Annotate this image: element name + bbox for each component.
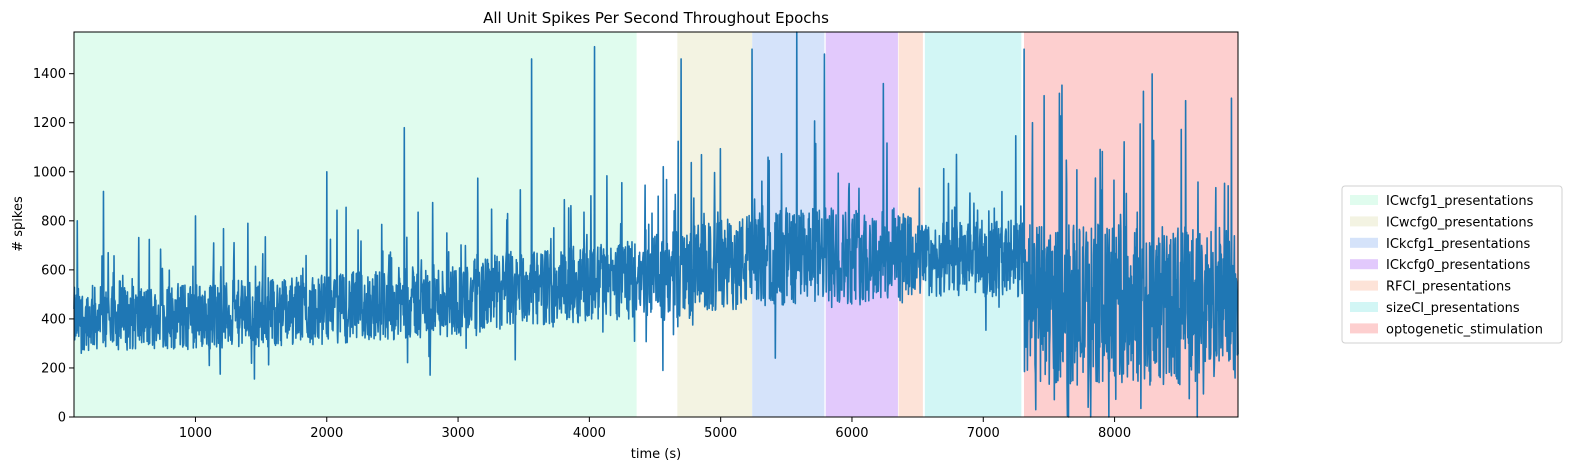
x-tick-label: 1000	[179, 426, 212, 441]
y-tick-label: 1000	[33, 165, 66, 180]
legend-frame	[1341, 185, 1563, 344]
legend-label: ICkcfg1_presentations	[1386, 237, 1530, 252]
x-tick-label: 3000	[442, 426, 475, 441]
legend-label: optogenetic_stimulation	[1386, 322, 1543, 337]
legend-label: ICwcfg0_presentations	[1386, 215, 1534, 230]
legend-swatch	[1350, 302, 1378, 312]
legend-swatch	[1350, 259, 1378, 270]
legend-label: sizeCI_presentations	[1386, 301, 1520, 316]
x-axis-label: time (s)	[631, 447, 681, 462]
y-tick-label: 1200	[33, 116, 66, 131]
legend-label: ICwcfg1_presentations	[1386, 194, 1534, 209]
x-tick-label: 8000	[1098, 426, 1131, 441]
chart-title: All Unit Spikes Per Second Throughout Ep…	[483, 9, 829, 27]
y-tick-label: 400	[41, 312, 66, 327]
x-tick-label: 4000	[573, 426, 606, 441]
x-tick-label: 6000	[835, 426, 868, 441]
legend-swatch	[1350, 195, 1378, 205]
x-tick-label: 2000	[310, 426, 343, 441]
y-tick-label: 600	[41, 263, 66, 278]
legend-label: RFCI_presentations	[1386, 280, 1511, 295]
y-axis-ticks: 0 200 400 600 800 1000 1200 1400	[33, 67, 74, 426]
legend-swatch	[1350, 237, 1378, 248]
y-axis-label: # spikes	[11, 196, 26, 252]
plot-frame	[73, 31, 1239, 418]
legend-swatch	[1350, 216, 1378, 227]
spike-series	[73, 31, 1239, 418]
y-tick-label: 200	[41, 361, 66, 376]
legend-swatch	[1350, 280, 1378, 291]
spike-line	[73, 31, 1239, 418]
y-tick-label: 1400	[33, 67, 66, 82]
y-tick-label: 0	[58, 411, 66, 426]
x-axis-ticks: 1000 2000 3000 4000 5000 6000 7000 8000	[179, 417, 1131, 441]
legend-label: ICkcfg0_presentations	[1386, 258, 1530, 273]
x-tick-label: 7000	[967, 426, 1000, 441]
x-tick-label: 5000	[704, 426, 737, 441]
epoch-band-ICwcfg1_presentations	[74, 32, 637, 417]
legend-swatch	[1350, 323, 1378, 334]
legend: ICwcfg1_presentations ICwcfg0_presentatio…	[1341, 185, 1563, 344]
y-tick-label: 800	[41, 214, 66, 229]
